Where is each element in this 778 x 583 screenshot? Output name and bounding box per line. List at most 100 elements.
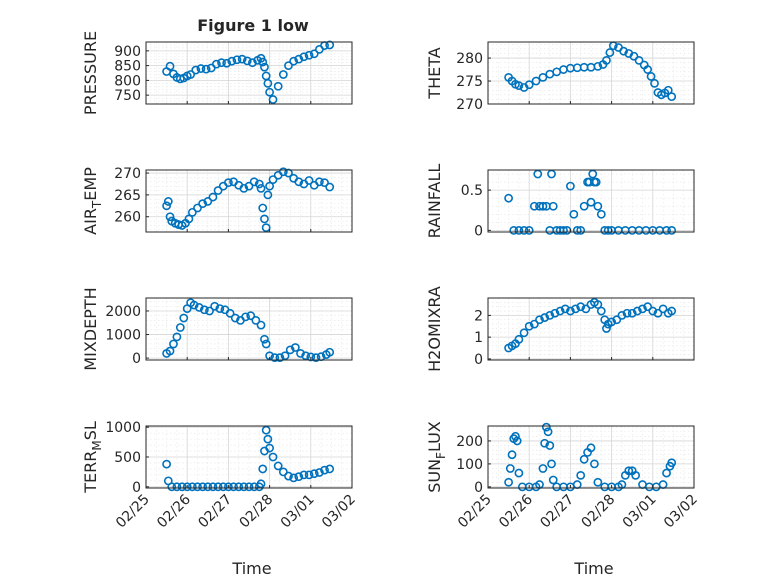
data-point (193, 203, 202, 213)
y-tick-label: 800 (114, 73, 141, 89)
x-tick-label: 02/26 (154, 491, 194, 531)
data-point (268, 452, 278, 462)
data-point (612, 315, 622, 325)
data-point (663, 85, 673, 95)
x-tick-label: 02/28 (579, 492, 619, 532)
data-point (571, 304, 580, 314)
y-tick-label: 850 (114, 59, 141, 75)
data-point (605, 48, 615, 57)
data-point (261, 425, 271, 435)
y-tick-label: 1 (474, 330, 483, 346)
data-point (560, 304, 570, 314)
plot-area (487, 41, 695, 105)
panel-mixdepth: 0 1000 2000 MIXDEPTH (81, 287, 353, 371)
data-point (576, 225, 586, 235)
axes-frame (487, 169, 695, 233)
y-tick-label: 2000 (105, 304, 141, 320)
y-tick-label: 0 (474, 352, 483, 368)
data-point (232, 55, 242, 65)
y-axis-label-rainfall: RAINFALL (425, 164, 444, 239)
data-point (167, 482, 177, 492)
data-point (230, 313, 240, 323)
x-tick-label: 02/28 (237, 492, 277, 532)
y-tick-label: 1000 (105, 420, 141, 436)
data-point (194, 303, 204, 312)
y-tick-label: 270 (114, 166, 141, 182)
data-point (234, 482, 244, 492)
data-point (165, 346, 175, 356)
data-point (504, 193, 513, 203)
data-point (519, 328, 529, 338)
y-axis-label-mixdepth: MIXDEPTH (81, 287, 100, 370)
axes-frame (145, 297, 353, 361)
data-point (667, 458, 677, 468)
x-tick-label: 03/02 (319, 492, 359, 532)
data-point (309, 49, 319, 59)
data-point (576, 302, 586, 312)
data-point (182, 482, 192, 492)
data-point (631, 470, 641, 480)
data-point (529, 319, 539, 329)
data-point (524, 225, 534, 235)
x-axis-label-right: Time (573, 559, 613, 578)
data-point (189, 300, 199, 310)
data-point (165, 61, 175, 71)
data-point (309, 469, 319, 479)
data-point (208, 482, 218, 492)
data-point (223, 482, 233, 492)
data-point (622, 308, 632, 318)
axes-frame (487, 297, 695, 361)
data-point (191, 65, 201, 75)
data-point (586, 197, 596, 207)
data-point (593, 300, 603, 309)
data-point (658, 304, 668, 314)
data-point (294, 177, 304, 187)
data-point (593, 477, 603, 487)
data-point (294, 54, 304, 64)
data-point (265, 87, 274, 97)
data-point (314, 468, 324, 477)
data-point (569, 209, 579, 219)
data-point (265, 181, 274, 191)
data-point (215, 304, 225, 314)
y-tick-label: 750 (114, 88, 141, 104)
y-tick-label: 260 (114, 210, 141, 226)
data-point (284, 471, 293, 481)
data-point (256, 479, 266, 489)
y-tick-label: 270 (456, 97, 483, 113)
axes-frame (145, 169, 353, 233)
data-point (263, 78, 273, 88)
data-point (555, 306, 565, 316)
data-point (646, 72, 656, 81)
data-point (211, 59, 221, 69)
panel-sun-flux: 0 100 200 02/25 02/26 02/27 02/28 03/01 03/02 SUN… (425, 421, 701, 531)
data-point (162, 201, 171, 211)
data-point (237, 54, 247, 64)
data-point (602, 55, 611, 65)
data-point (193, 482, 202, 492)
data-point (260, 62, 269, 72)
data-point (524, 321, 534, 331)
data-point (512, 436, 522, 446)
data-point (289, 473, 299, 483)
panel-rainfall: 0 0.5 RAINFALL (425, 164, 695, 239)
data-point (222, 58, 232, 68)
data-point (218, 482, 228, 492)
data-point (320, 178, 329, 188)
data-point (296, 348, 305, 358)
data-point (632, 306, 642, 316)
data-point (258, 57, 268, 67)
x-tick-label: 02/25 (455, 492, 495, 532)
data-point (540, 313, 550, 322)
data-point (256, 320, 266, 330)
data-point (509, 225, 519, 235)
data-point (667, 92, 677, 102)
data-point (210, 301, 220, 311)
data-point (261, 339, 271, 349)
data-point (254, 179, 264, 189)
data-point (643, 65, 653, 74)
panel-h2omixra: 0 1 2 H2OMIXRA (425, 286, 695, 372)
data-point (217, 58, 226, 68)
y-tick-label: 1000 (105, 328, 141, 344)
